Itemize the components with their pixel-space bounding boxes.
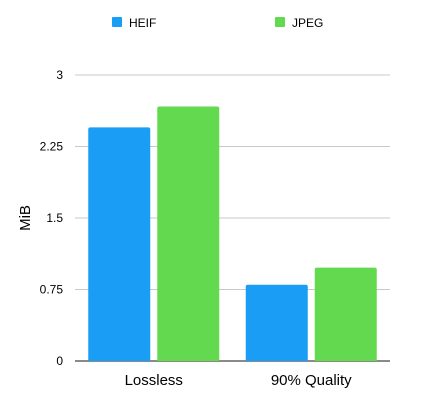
x-axis-ticks: Lossless 90% Quality — [125, 372, 353, 389]
legend-swatch-heif — [112, 17, 122, 27]
bar-jpeg-2 — [314, 267, 377, 361]
y-axis-label: MiB — [17, 205, 34, 231]
y-tick-label: 3 — [56, 68, 63, 82]
legend-label-heif: HEIF — [129, 16, 156, 30]
y-axis-ticks: 0 0.75 1.5 2.25 3 — [40, 68, 64, 368]
x-tick-label: 90% Quality — [271, 372, 352, 389]
bar-heif-2 — [245, 284, 308, 361]
bars — [88, 106, 377, 362]
legend-swatch-jpeg — [275, 17, 285, 27]
y-tick-label: 1.5 — [46, 211, 63, 225]
bar-heif-1 — [88, 127, 151, 361]
bar-jpeg-1 — [157, 106, 220, 362]
legend: HEIF JPEG — [112, 16, 323, 30]
y-tick-label: 0 — [56, 354, 63, 368]
x-tick-label: Lossless — [125, 372, 183, 389]
y-tick-label: 2.25 — [40, 140, 64, 154]
y-tick-label: 0.75 — [40, 283, 64, 297]
legend-label-jpeg: JPEG — [292, 16, 323, 30]
